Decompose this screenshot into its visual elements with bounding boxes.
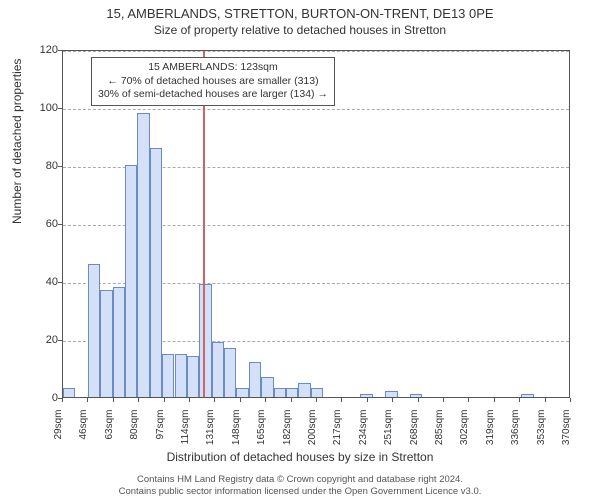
x-tick-mark [87,398,88,402]
y-tick-label: 40 [28,276,58,288]
histogram-bar [162,354,174,398]
y-axis-label: Number of detached properties [10,59,24,224]
x-tick-mark [291,398,292,402]
y-tick-label: 0 [28,392,58,404]
histogram-bar [137,113,149,397]
y-tick-label: 100 [28,102,58,114]
annotation-box: 15 AMBERLANDS: 123sqm ← 70% of detached … [91,57,335,106]
histogram-bar [88,264,100,397]
footer-line-2: Contains public sector information licen… [0,486,600,498]
chart-title: 15, AMBERLANDS, STRETTON, BURTON-ON-TREN… [0,6,600,21]
histogram-bar [410,394,422,397]
footer-line-1: Contains HM Land Registry data © Crown c… [0,474,600,486]
x-tick-mark [494,398,495,402]
x-tick-mark [341,398,342,402]
histogram-bar [199,284,211,397]
x-tick-mark [443,398,444,402]
histogram-bar [212,342,224,397]
histogram-bar [286,388,298,397]
x-tick-mark [113,398,114,402]
x-tick-mark [240,398,241,402]
x-tick-mark [214,398,215,402]
histogram-bar [360,394,372,397]
x-tick-mark [545,398,546,402]
annotation-line-2: ← 70% of detached houses are smaller (31… [98,75,328,89]
footer: Contains HM Land Registry data © Crown c… [0,474,600,498]
histogram-bar [385,391,397,397]
histogram-bar [311,388,323,397]
x-tick-mark [519,398,520,402]
x-tick-mark [189,398,190,402]
x-tick-mark [62,398,63,402]
annotation-line-3: 30% of semi-detached houses are larger (… [98,88,328,102]
plot-area: 15 AMBERLANDS: 123sqm ← 70% of detached … [62,50,570,398]
x-tick-mark [418,398,419,402]
chart-subtitle: Size of property relative to detached ho… [0,23,600,37]
histogram-bar [261,377,273,397]
grid-line [63,51,569,52]
x-tick-mark [138,398,139,402]
histogram-bar [249,362,261,397]
histogram-bar [236,388,248,397]
x-tick-mark [468,398,469,402]
x-tick-mark [570,398,571,402]
x-axis-label: Distribution of detached houses by size … [0,450,600,464]
x-tick-mark [367,398,368,402]
histogram-bar [224,348,236,397]
histogram-bar [150,148,162,397]
annotation-line-1: 15 AMBERLANDS: 123sqm [98,61,328,75]
x-tick-mark [164,398,165,402]
histogram-bar [274,388,286,397]
histogram-bar [125,165,137,397]
histogram-bar [63,388,75,397]
title-block: 15, AMBERLANDS, STRETTON, BURTON-ON-TREN… [0,0,600,37]
x-tick-mark [316,398,317,402]
x-tick-mark [392,398,393,402]
y-tick-label: 120 [28,44,58,56]
grid-line [63,109,569,110]
y-tick-label: 80 [28,160,58,172]
histogram-bar [113,287,125,397]
y-tick-label: 20 [28,334,58,346]
histogram-bar [298,383,310,398]
histogram-bar [521,394,533,397]
histogram-bar [175,354,187,398]
x-tick-mark [265,398,266,402]
histogram-bar [100,290,112,397]
y-tick-label: 60 [28,218,58,230]
chart-container: 15, AMBERLANDS, STRETTON, BURTON-ON-TREN… [0,0,600,500]
histogram-bar [187,356,199,397]
